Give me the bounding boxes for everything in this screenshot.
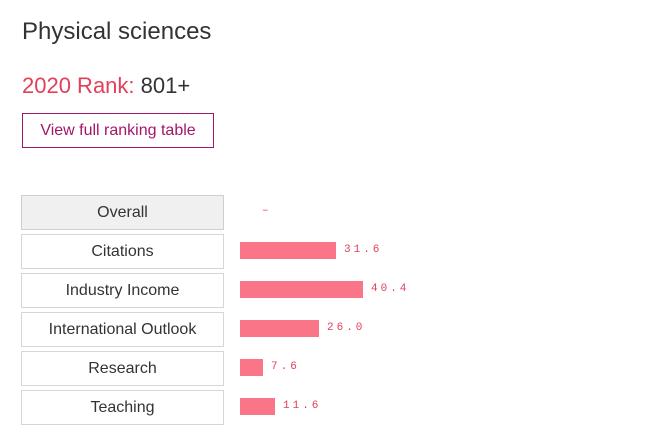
metric-value-international-outlook: 26.0 bbox=[327, 322, 366, 334]
metric-bar-citations bbox=[240, 242, 336, 259]
metric-row-research: Research 7.6 bbox=[21, 351, 521, 386]
metric-button-overall[interactable]: Overall bbox=[21, 195, 224, 230]
metric-row-overall: Overall – bbox=[21, 195, 521, 230]
metric-value-citations: 31.6 bbox=[344, 244, 383, 256]
metric-bar-industry-income bbox=[240, 281, 363, 298]
metric-value-teaching: 11.6 bbox=[283, 400, 322, 412]
rank-label: 2020 Rank: bbox=[22, 73, 135, 98]
metric-bar-international-outlook bbox=[240, 320, 319, 337]
metric-value-overall: – bbox=[262, 205, 272, 217]
metric-button-international-outlook[interactable]: International Outlook bbox=[21, 312, 224, 347]
metric-value-industry-income: 40.4 bbox=[371, 283, 410, 295]
metric-button-citations[interactable]: Citations bbox=[21, 234, 224, 269]
view-full-ranking-table-button[interactable]: View full ranking table bbox=[22, 113, 214, 148]
metric-row-teaching: Teaching 11.6 bbox=[21, 390, 521, 425]
metric-button-teaching[interactable]: Teaching bbox=[21, 390, 224, 425]
page-title: Physical sciences bbox=[22, 18, 212, 45]
metric-row-citations: Citations 31.6 bbox=[21, 234, 521, 269]
metric-button-industry-income[interactable]: Industry Income bbox=[21, 273, 224, 308]
metrics-list: Overall – Citations 31.6 Industry Income… bbox=[21, 195, 521, 429]
metric-bar-teaching bbox=[240, 398, 275, 415]
metric-value-research: 7.6 bbox=[271, 361, 300, 373]
rank-value: 801+ bbox=[140, 73, 191, 98]
metric-bar-research bbox=[240, 359, 263, 376]
rank-line: 2020 Rank: 801+ bbox=[22, 71, 190, 101]
metric-button-research[interactable]: Research bbox=[21, 351, 224, 386]
metric-row-international-outlook: International Outlook 26.0 bbox=[21, 312, 521, 347]
metric-row-industry-income: Industry Income 40.4 bbox=[21, 273, 521, 308]
